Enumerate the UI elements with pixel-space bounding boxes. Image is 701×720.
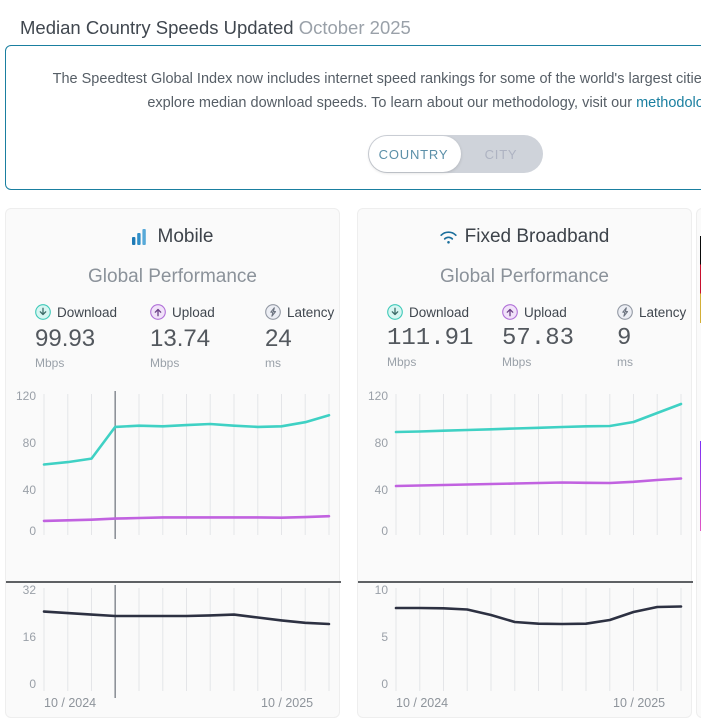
svg-text:0: 0: [29, 677, 36, 691]
svg-text:80: 80: [23, 436, 37, 450]
svg-text:10 / 2024: 10 / 2024: [44, 696, 96, 710]
svg-text:40: 40: [375, 483, 389, 497]
svg-text:80: 80: [375, 436, 389, 450]
svg-text:0: 0: [381, 524, 388, 538]
svg-text:10 / 2025: 10 / 2025: [261, 696, 313, 710]
svg-text:0: 0: [381, 677, 388, 691]
svg-text:10: 10: [375, 583, 389, 597]
svg-text:0: 0: [29, 524, 36, 538]
svg-text:40: 40: [23, 483, 37, 497]
svg-text:120: 120: [16, 389, 36, 403]
svg-text:5: 5: [381, 630, 388, 644]
svg-text:16: 16: [23, 630, 37, 644]
svg-text:10 / 2025: 10 / 2025: [613, 696, 665, 710]
svg-text:32: 32: [23, 583, 37, 597]
svg-text:120: 120: [368, 389, 388, 403]
svg-text:10 / 2024: 10 / 2024: [396, 696, 448, 710]
